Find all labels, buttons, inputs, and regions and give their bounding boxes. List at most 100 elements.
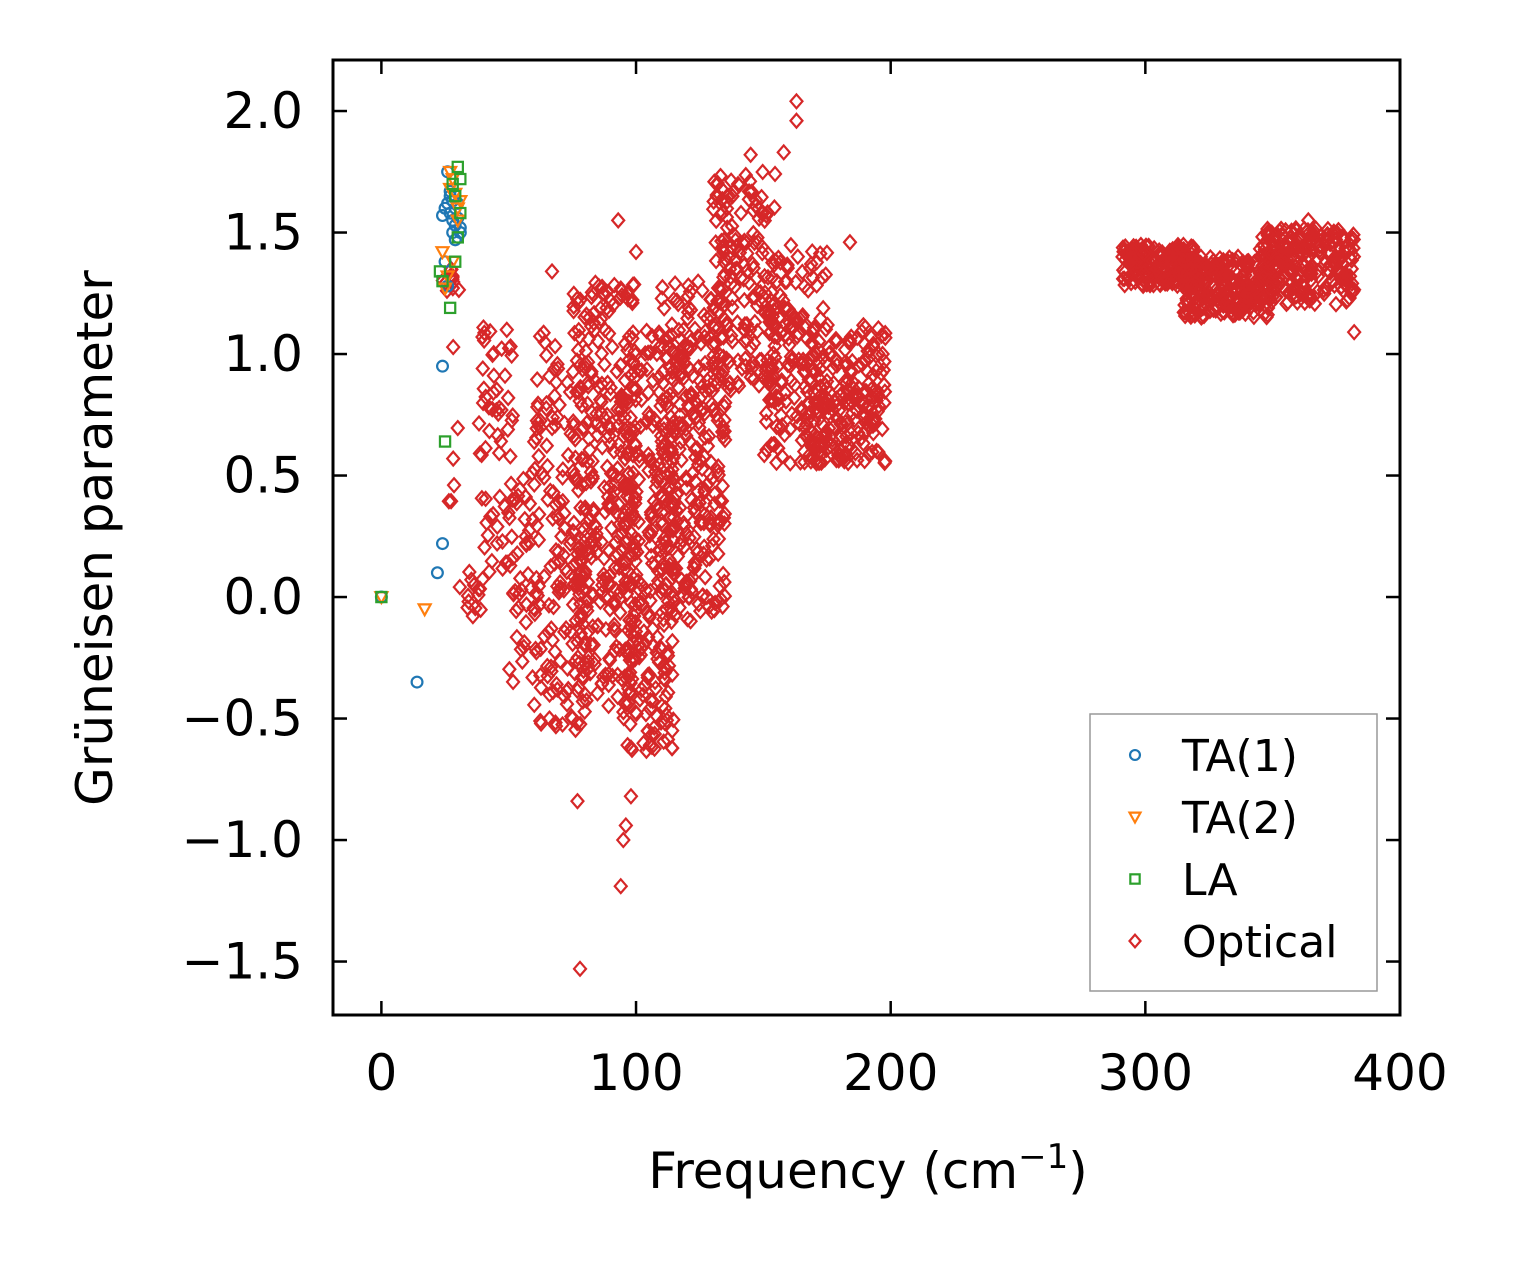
- data-point: [504, 528, 520, 546]
- data-point: [530, 587, 546, 605]
- data-point: [546, 598, 561, 616]
- data-point: [664, 613, 679, 631]
- data-point: [443, 301, 457, 315]
- data-point: [502, 509, 517, 527]
- data-point: [861, 445, 877, 463]
- data-point: [858, 398, 874, 416]
- data-point: [537, 333, 553, 351]
- data-point: [862, 418, 877, 436]
- data-point: [590, 332, 606, 350]
- data-point: [849, 451, 865, 469]
- data-point: [664, 494, 680, 512]
- data-point: [570, 481, 586, 499]
- data-point: [601, 697, 617, 715]
- data-point: [787, 376, 803, 394]
- data-point: [552, 396, 567, 414]
- data-point: [805, 439, 820, 457]
- data-point: [631, 636, 647, 654]
- data-point: [480, 526, 496, 544]
- data-point: [556, 504, 572, 522]
- data-point: [471, 414, 487, 433]
- data-point: [598, 620, 614, 639]
- data-point: [500, 504, 516, 522]
- data-point: [460, 587, 476, 605]
- data-point: [416, 603, 433, 618]
- data-point: [1155, 262, 1171, 281]
- data-point: [728, 250, 744, 268]
- data-point: [596, 355, 612, 373]
- data-point: [1218, 266, 1234, 284]
- legend-label: TA(1): [1181, 731, 1298, 782]
- legend-marker: [1128, 932, 1142, 950]
- data-point: [627, 369, 643, 387]
- data-point: [1121, 254, 1137, 272]
- data-point: [617, 408, 633, 427]
- data-point: [541, 596, 557, 614]
- data-point: [665, 389, 681, 408]
- data-point: [1290, 239, 1306, 257]
- data-point: [714, 203, 730, 222]
- data-point: [596, 549, 612, 567]
- data-point: [749, 228, 765, 247]
- data-point: [589, 617, 605, 635]
- data-point: [640, 722, 656, 740]
- data-point: [526, 696, 542, 714]
- data-point: [697, 568, 713, 586]
- data-point: [1344, 284, 1360, 302]
- data-point: [443, 492, 459, 510]
- data-point: [797, 377, 813, 395]
- data-point: [527, 600, 543, 618]
- y-tick-label: 0.5: [223, 447, 303, 505]
- data-point: [597, 321, 613, 339]
- data-point: [819, 244, 835, 262]
- data-point: [1308, 220, 1324, 238]
- data-point: [621, 393, 637, 411]
- data-point: [876, 361, 892, 379]
- data-point: [813, 454, 829, 472]
- data-point: [627, 539, 643, 558]
- data-point: [682, 283, 698, 301]
- data-point: [1284, 240, 1300, 258]
- data-point: [714, 492, 730, 510]
- data-point: [478, 490, 494, 508]
- data-point: [843, 328, 859, 346]
- data-point: [825, 359, 841, 377]
- data-point: [490, 405, 506, 423]
- data-point: [549, 675, 565, 693]
- data-point: [622, 479, 638, 497]
- data-point: [1302, 233, 1318, 252]
- data-point: [533, 679, 549, 697]
- data-point: [724, 289, 740, 307]
- data-point: [622, 611, 637, 629]
- data-point: [620, 531, 636, 549]
- data-point: [489, 534, 505, 553]
- data-point: [664, 632, 680, 650]
- data-point: [665, 560, 681, 578]
- data-point: [666, 470, 682, 488]
- data-point: [1230, 277, 1246, 295]
- data-point: [721, 187, 737, 205]
- data-point: [623, 739, 639, 757]
- data-point: [869, 392, 885, 410]
- data-point: [767, 165, 783, 183]
- data-point: [681, 588, 697, 606]
- data-point: [509, 628, 525, 646]
- data-point: [608, 467, 624, 485]
- data-point: [547, 643, 563, 661]
- data-point: [588, 519, 604, 537]
- data-point: [665, 521, 681, 539]
- series-la: [375, 160, 467, 604]
- data-point: [656, 476, 672, 494]
- data-point: [717, 394, 733, 412]
- data-point: [757, 212, 773, 230]
- plot-frame: [331, 58, 1402, 1017]
- data-point: [530, 414, 546, 432]
- data-point: [766, 198, 782, 217]
- data-point: [476, 380, 492, 398]
- data-point: [1213, 281, 1229, 299]
- legend-label: Optical: [1182, 917, 1337, 968]
- data-point: [706, 319, 722, 337]
- data-point: [694, 281, 710, 300]
- data-point: [710, 303, 726, 321]
- data-point: [555, 468, 571, 486]
